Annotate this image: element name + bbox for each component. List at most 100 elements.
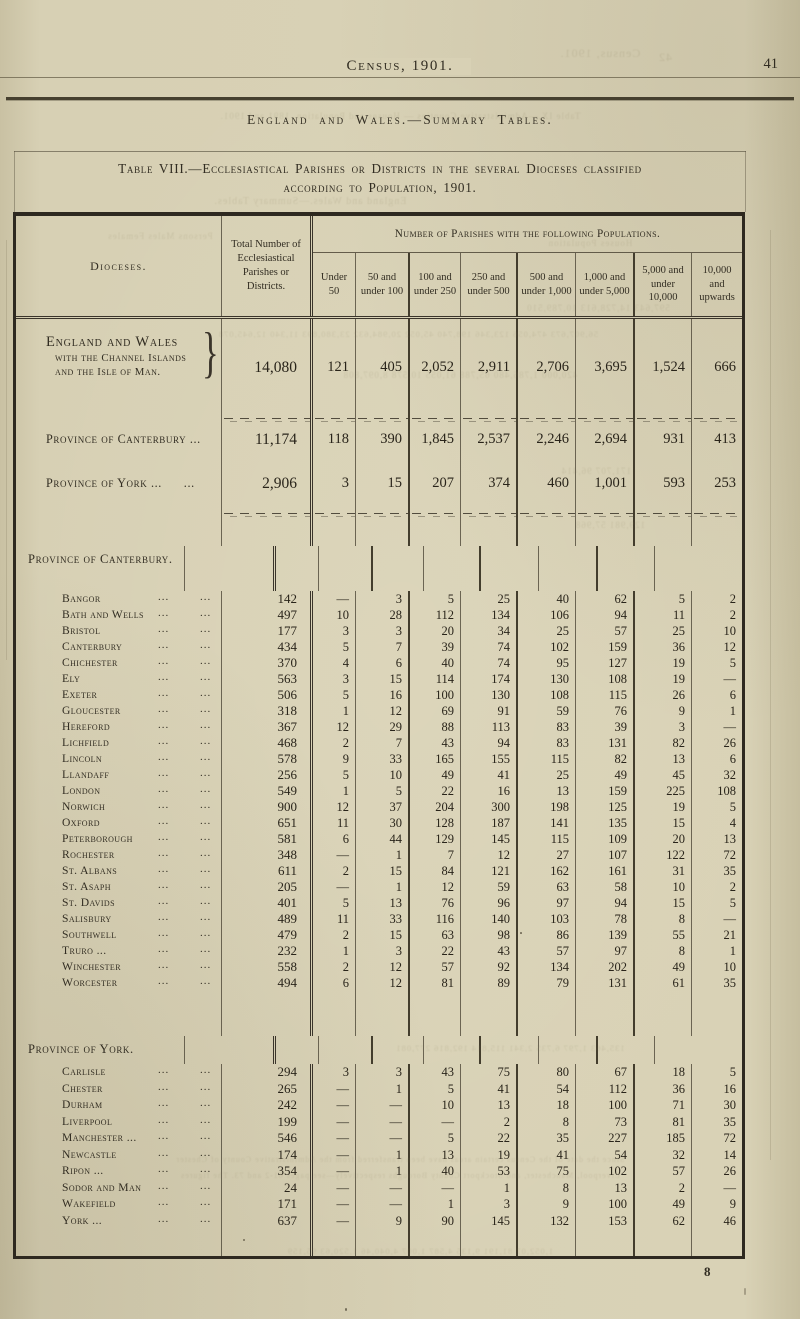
cell-value: 13 [408, 1146, 460, 1163]
cell-value: 128 [408, 815, 460, 831]
cell [273, 1036, 318, 1064]
leader-dots: ... [158, 751, 170, 763]
cell-value: — [355, 1113, 408, 1130]
diocese-name-cell: St. Albans...... [16, 863, 221, 879]
cell-value: 74 [460, 655, 516, 671]
cell [691, 1229, 742, 1256]
cell-value: 35 [691, 975, 742, 991]
cell [371, 546, 423, 591]
cell-value: 75 [460, 1064, 516, 1081]
cell-value: — [310, 1097, 355, 1114]
england-and-wales-label-line: with the Channel Islands [55, 352, 187, 364]
table-filler [16, 1229, 742, 1256]
leader-dots: ... [158, 863, 170, 875]
leader-dots: ... [200, 831, 212, 843]
cell [318, 1036, 371, 1064]
cell-value: 25 [516, 767, 575, 783]
table-row-worcester: Worcester...... 494 6 12 81 89 79 131 61 35 [16, 975, 742, 991]
leader-dots: ... [158, 1163, 170, 1175]
cell-value: 2 [633, 1179, 691, 1196]
cell [460, 1229, 516, 1256]
cell-value: 1 [691, 703, 742, 719]
cell-value: 63 [408, 927, 460, 943]
cell-value: 8 [633, 911, 691, 927]
leader-dots: ... [200, 783, 212, 795]
cell-value: 31 [633, 863, 691, 879]
cell-value: 401 [221, 895, 310, 911]
leader-dots: ... [158, 975, 170, 987]
cell-value: 12 [310, 719, 355, 735]
caption-frame-right [745, 151, 746, 212]
diocese-name: Ely [62, 672, 81, 685]
cell-value: 41 [460, 1080, 516, 1097]
leader-dots: ... [158, 831, 170, 843]
cell-value: 3 [310, 456, 355, 511]
cell [355, 518, 408, 546]
page-number: 41 [763, 56, 779, 72]
diocese-name: Newcastle [62, 1147, 117, 1161]
cell-value: 153 [575, 1212, 633, 1229]
cell-value: 57 [575, 623, 633, 639]
cell [16, 1229, 221, 1256]
diocese-name-cell: Chester...... [16, 1081, 221, 1098]
cell-value: 10 [691, 623, 742, 639]
cell-value: 142 [221, 591, 310, 607]
cell [221, 991, 310, 1036]
diocese-name: Canterbury [62, 640, 123, 653]
leader-dots: ... [200, 735, 212, 747]
cell-value: 563 [221, 671, 310, 687]
cell-value: 83 [516, 735, 575, 751]
cell-value: 581 [221, 831, 310, 847]
summary-tables-heading: England and Wales.—Summary Tables. [247, 112, 553, 127]
cell-value: 593 [633, 456, 691, 511]
diocese-name-cell: Norwich...... [16, 799, 221, 815]
cell-value: 12 [310, 799, 355, 815]
leader-dots: ... [200, 895, 212, 907]
dashed-separator [16, 511, 742, 518]
cell-value: 8 [633, 943, 691, 959]
leader-dots: ... [200, 607, 212, 619]
leader-dots: ... [158, 1097, 170, 1109]
province-summary-label: Province of York ... ... [46, 476, 195, 490]
cell-value: — [310, 1163, 355, 1180]
cell-value: 5 [310, 687, 355, 703]
cell-value: 97 [516, 895, 575, 911]
cell-value: 5 [691, 799, 742, 815]
province-summary-label: Province of Canterbury ... [46, 432, 201, 446]
leader-dots: ... [158, 1130, 170, 1142]
cell-value: 1,524 [633, 319, 691, 416]
cell [310, 511, 355, 518]
cell-value: 174 [221, 1146, 310, 1163]
leader-dots: ... [200, 815, 212, 827]
cell-value: 113 [460, 719, 516, 735]
cell-value: — [691, 1179, 742, 1196]
diocese-name: St. Davids [62, 896, 115, 909]
cell [633, 518, 691, 546]
cell [408, 518, 460, 546]
signature-mark: 8 [704, 1264, 711, 1279]
table-row-liverpool: Liverpool...... 199— — —2 8 73 81 35 [16, 1113, 742, 1130]
cell-value: 187 [460, 815, 516, 831]
cell-value: 58 [575, 879, 633, 895]
cell-value: 13 [516, 783, 575, 799]
cell-value: 546 [221, 1130, 310, 1147]
cell-value: 9 [355, 1212, 408, 1229]
cell-value: 2 [460, 1113, 516, 1130]
cell-value: 130 [516, 671, 575, 687]
cell-value: 108 [575, 671, 633, 687]
cell-value: 227 [575, 1130, 633, 1147]
cell [479, 546, 538, 591]
cell [654, 1036, 705, 1064]
table-row-salisbury: Salisbury...... 489 11 33 116 140 103 78 8— [16, 911, 742, 927]
cell-value: — [408, 1113, 460, 1130]
diocese-name-cell: Manchester ......... [16, 1130, 221, 1147]
cell-value: 140 [460, 911, 516, 927]
leader-dots: ... [200, 623, 212, 635]
cell-value: 558 [221, 959, 310, 975]
leader-dots: ... [200, 879, 212, 891]
diocese-name-cell: York ......... [16, 1213, 221, 1230]
cell-value: 89 [460, 975, 516, 991]
diocese-name: Chester [62, 1081, 103, 1095]
cell [460, 511, 516, 518]
